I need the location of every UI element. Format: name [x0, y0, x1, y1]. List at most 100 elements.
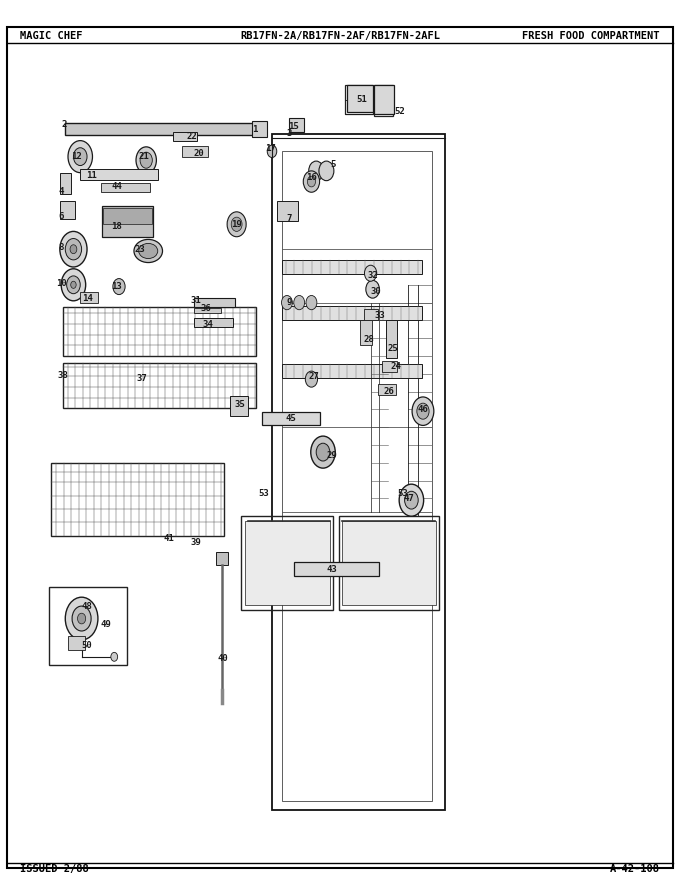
Bar — [60, 201, 75, 219]
Text: 18: 18 — [112, 222, 122, 231]
Text: 37: 37 — [136, 374, 147, 383]
Text: 44: 44 — [112, 182, 122, 191]
Text: 45: 45 — [286, 414, 296, 423]
Circle shape — [399, 484, 424, 516]
Text: 34: 34 — [202, 320, 213, 329]
Bar — [289, 118, 304, 132]
Text: MAGIC CHEF: MAGIC CHEF — [20, 31, 83, 41]
Text: 12: 12 — [71, 152, 82, 161]
Circle shape — [282, 295, 292, 310]
Text: 5: 5 — [330, 160, 336, 169]
Circle shape — [311, 436, 335, 468]
Bar — [272, 134, 445, 810]
Circle shape — [316, 443, 330, 461]
Circle shape — [305, 371, 318, 387]
Bar — [63, 307, 256, 356]
Text: 7: 7 — [286, 214, 292, 222]
Bar — [103, 208, 152, 224]
Bar — [63, 363, 256, 408]
Circle shape — [140, 152, 152, 168]
Bar — [342, 521, 436, 605]
Bar — [51, 463, 224, 536]
Text: 27: 27 — [309, 372, 320, 381]
Bar — [80, 169, 158, 180]
Text: 33: 33 — [374, 312, 385, 320]
Text: 31: 31 — [190, 296, 201, 305]
Bar — [245, 521, 330, 605]
Circle shape — [309, 161, 324, 181]
Circle shape — [366, 280, 379, 298]
Bar — [374, 85, 393, 116]
Bar — [282, 364, 422, 378]
Bar — [80, 292, 98, 303]
Text: 25: 25 — [388, 344, 398, 353]
Bar — [194, 298, 235, 307]
Text: 39: 39 — [190, 538, 201, 547]
Text: 21: 21 — [139, 152, 150, 161]
Text: 40: 40 — [218, 654, 228, 663]
Text: 17: 17 — [265, 144, 276, 153]
Bar — [282, 306, 422, 320]
Circle shape — [60, 231, 87, 267]
Text: 14: 14 — [82, 294, 92, 303]
Circle shape — [65, 239, 82, 260]
Text: 35: 35 — [234, 400, 245, 409]
Text: ISSUED 2/88: ISSUED 2/88 — [20, 864, 89, 874]
Bar — [101, 183, 150, 192]
Bar — [294, 562, 379, 576]
Text: 36: 36 — [200, 304, 211, 313]
Text: 23: 23 — [134, 245, 145, 254]
Circle shape — [417, 403, 429, 419]
Text: 28: 28 — [363, 336, 374, 344]
Text: 43: 43 — [326, 565, 337, 574]
Text: 22: 22 — [186, 132, 197, 141]
Bar — [282, 151, 432, 801]
Text: 46: 46 — [418, 405, 428, 414]
Circle shape — [136, 147, 156, 174]
Text: 52: 52 — [394, 107, 405, 116]
Text: RB17FN-2A/RB17FN-2AF/RB17FN-2AFL: RB17FN-2A/RB17FN-2AF/RB17FN-2AFL — [240, 31, 440, 41]
Bar — [345, 85, 373, 114]
Circle shape — [306, 295, 317, 310]
Circle shape — [294, 295, 305, 310]
Text: 20: 20 — [193, 149, 204, 158]
Text: 1: 1 — [252, 125, 258, 134]
Bar — [241, 516, 333, 610]
Text: 4: 4 — [58, 187, 64, 196]
Text: 13: 13 — [112, 282, 122, 291]
Text: 26: 26 — [384, 387, 394, 396]
Circle shape — [267, 145, 277, 158]
Text: 51: 51 — [356, 95, 367, 104]
Text: 50: 50 — [82, 641, 92, 650]
Bar — [364, 309, 378, 320]
Circle shape — [78, 613, 86, 624]
Text: 30: 30 — [370, 287, 381, 296]
Text: 19: 19 — [231, 220, 242, 229]
Bar — [386, 320, 397, 358]
Circle shape — [67, 276, 80, 294]
Circle shape — [73, 148, 87, 166]
Circle shape — [303, 171, 320, 192]
Text: 2: 2 — [62, 120, 67, 129]
Bar — [360, 320, 372, 345]
Text: 47: 47 — [404, 494, 415, 503]
Circle shape — [70, 245, 77, 254]
Bar — [65, 123, 266, 135]
Bar — [230, 396, 248, 416]
Ellipse shape — [134, 239, 163, 263]
Ellipse shape — [139, 243, 158, 259]
Bar — [382, 361, 397, 372]
Bar — [378, 384, 396, 395]
Bar — [374, 85, 394, 114]
Text: 8: 8 — [58, 243, 64, 252]
Text: A-42-108: A-42-108 — [609, 864, 660, 874]
Text: 32: 32 — [367, 271, 378, 280]
Bar — [347, 85, 373, 112]
Text: 16: 16 — [306, 174, 317, 182]
Bar — [277, 201, 298, 221]
Text: 29: 29 — [326, 451, 337, 460]
Circle shape — [113, 279, 125, 295]
Text: 10: 10 — [56, 279, 67, 287]
Circle shape — [68, 141, 92, 173]
Circle shape — [111, 652, 118, 661]
